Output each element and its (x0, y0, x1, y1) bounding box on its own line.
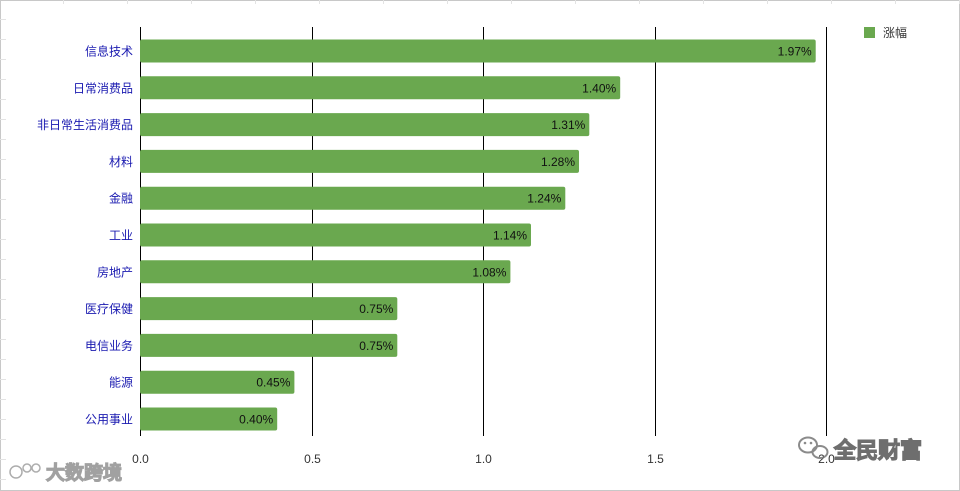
data-label: 0.40% (239, 413, 273, 427)
category-label: 能源 (109, 376, 133, 390)
bar[interactable] (140, 407, 278, 431)
bar[interactable] (140, 260, 511, 284)
category-label: 非日常生活消费品 (37, 118, 133, 132)
bar[interactable] (140, 333, 398, 357)
x-tick-label: 0.5 (304, 452, 321, 466)
data-label: 1.08% (472, 265, 506, 279)
category-label: 医疗保健 (85, 302, 133, 316)
category-label: 信息技术 (85, 44, 133, 59)
bar[interactable] (140, 186, 566, 210)
x-axis-ticks: 0.0 0.5 1.0 1.5 2.0 (132, 452, 835, 466)
category-label: 房地产 (97, 264, 133, 279)
watermark-left: 大数跨境 (9, 460, 123, 485)
category-label: 日常消费品 (73, 81, 133, 95)
legend-swatch (864, 27, 875, 38)
data-label: 0.45% (256, 376, 290, 390)
data-label: 1.24% (527, 192, 561, 206)
category-label: 工业 (109, 229, 133, 243)
wechat-icon (798, 436, 829, 459)
data-label: 0.75% (359, 339, 393, 353)
watermark-right: 全民财富 (798, 436, 923, 465)
bar[interactable] (140, 297, 398, 321)
watermark-left-text: 大数跨境 (46, 461, 122, 484)
x-tick-label: 1.5 (647, 452, 664, 466)
watermark-right-text: 全民财富 (833, 438, 922, 464)
bar[interactable] (140, 223, 531, 247)
data-label: 1.40% (582, 81, 616, 95)
x-tick-label: 0.0 (132, 452, 149, 466)
bar[interactable] (140, 370, 295, 394)
data-label: 1.14% (493, 229, 527, 243)
x-tick-label: 1.0 (475, 452, 492, 466)
data-label: 1.31% (551, 118, 585, 132)
bar[interactable] (140, 113, 590, 137)
category-label: 金融 (109, 191, 133, 206)
data-label: 1.97% (778, 45, 812, 59)
data-label: 0.75% (359, 302, 393, 316)
bar[interactable] (140, 149, 579, 173)
category-label: 材料 (109, 155, 133, 169)
data-label: 1.28% (541, 155, 575, 169)
brand-logo-icon (9, 463, 41, 479)
category-label: 电信业务 (85, 338, 133, 353)
category-label: 公用事业 (85, 413, 133, 427)
bar[interactable] (140, 76, 621, 100)
bar[interactable] (140, 39, 816, 63)
bar-layer: 1.97% 1.40% 1.31% 1.28% 1.24% 1.14% 1.08% 0.75%… (140, 39, 816, 431)
x-tick-label: 2.0 (818, 452, 835, 466)
legend[interactable]: 涨幅 (864, 25, 907, 40)
legend-label: 涨幅 (883, 25, 907, 40)
